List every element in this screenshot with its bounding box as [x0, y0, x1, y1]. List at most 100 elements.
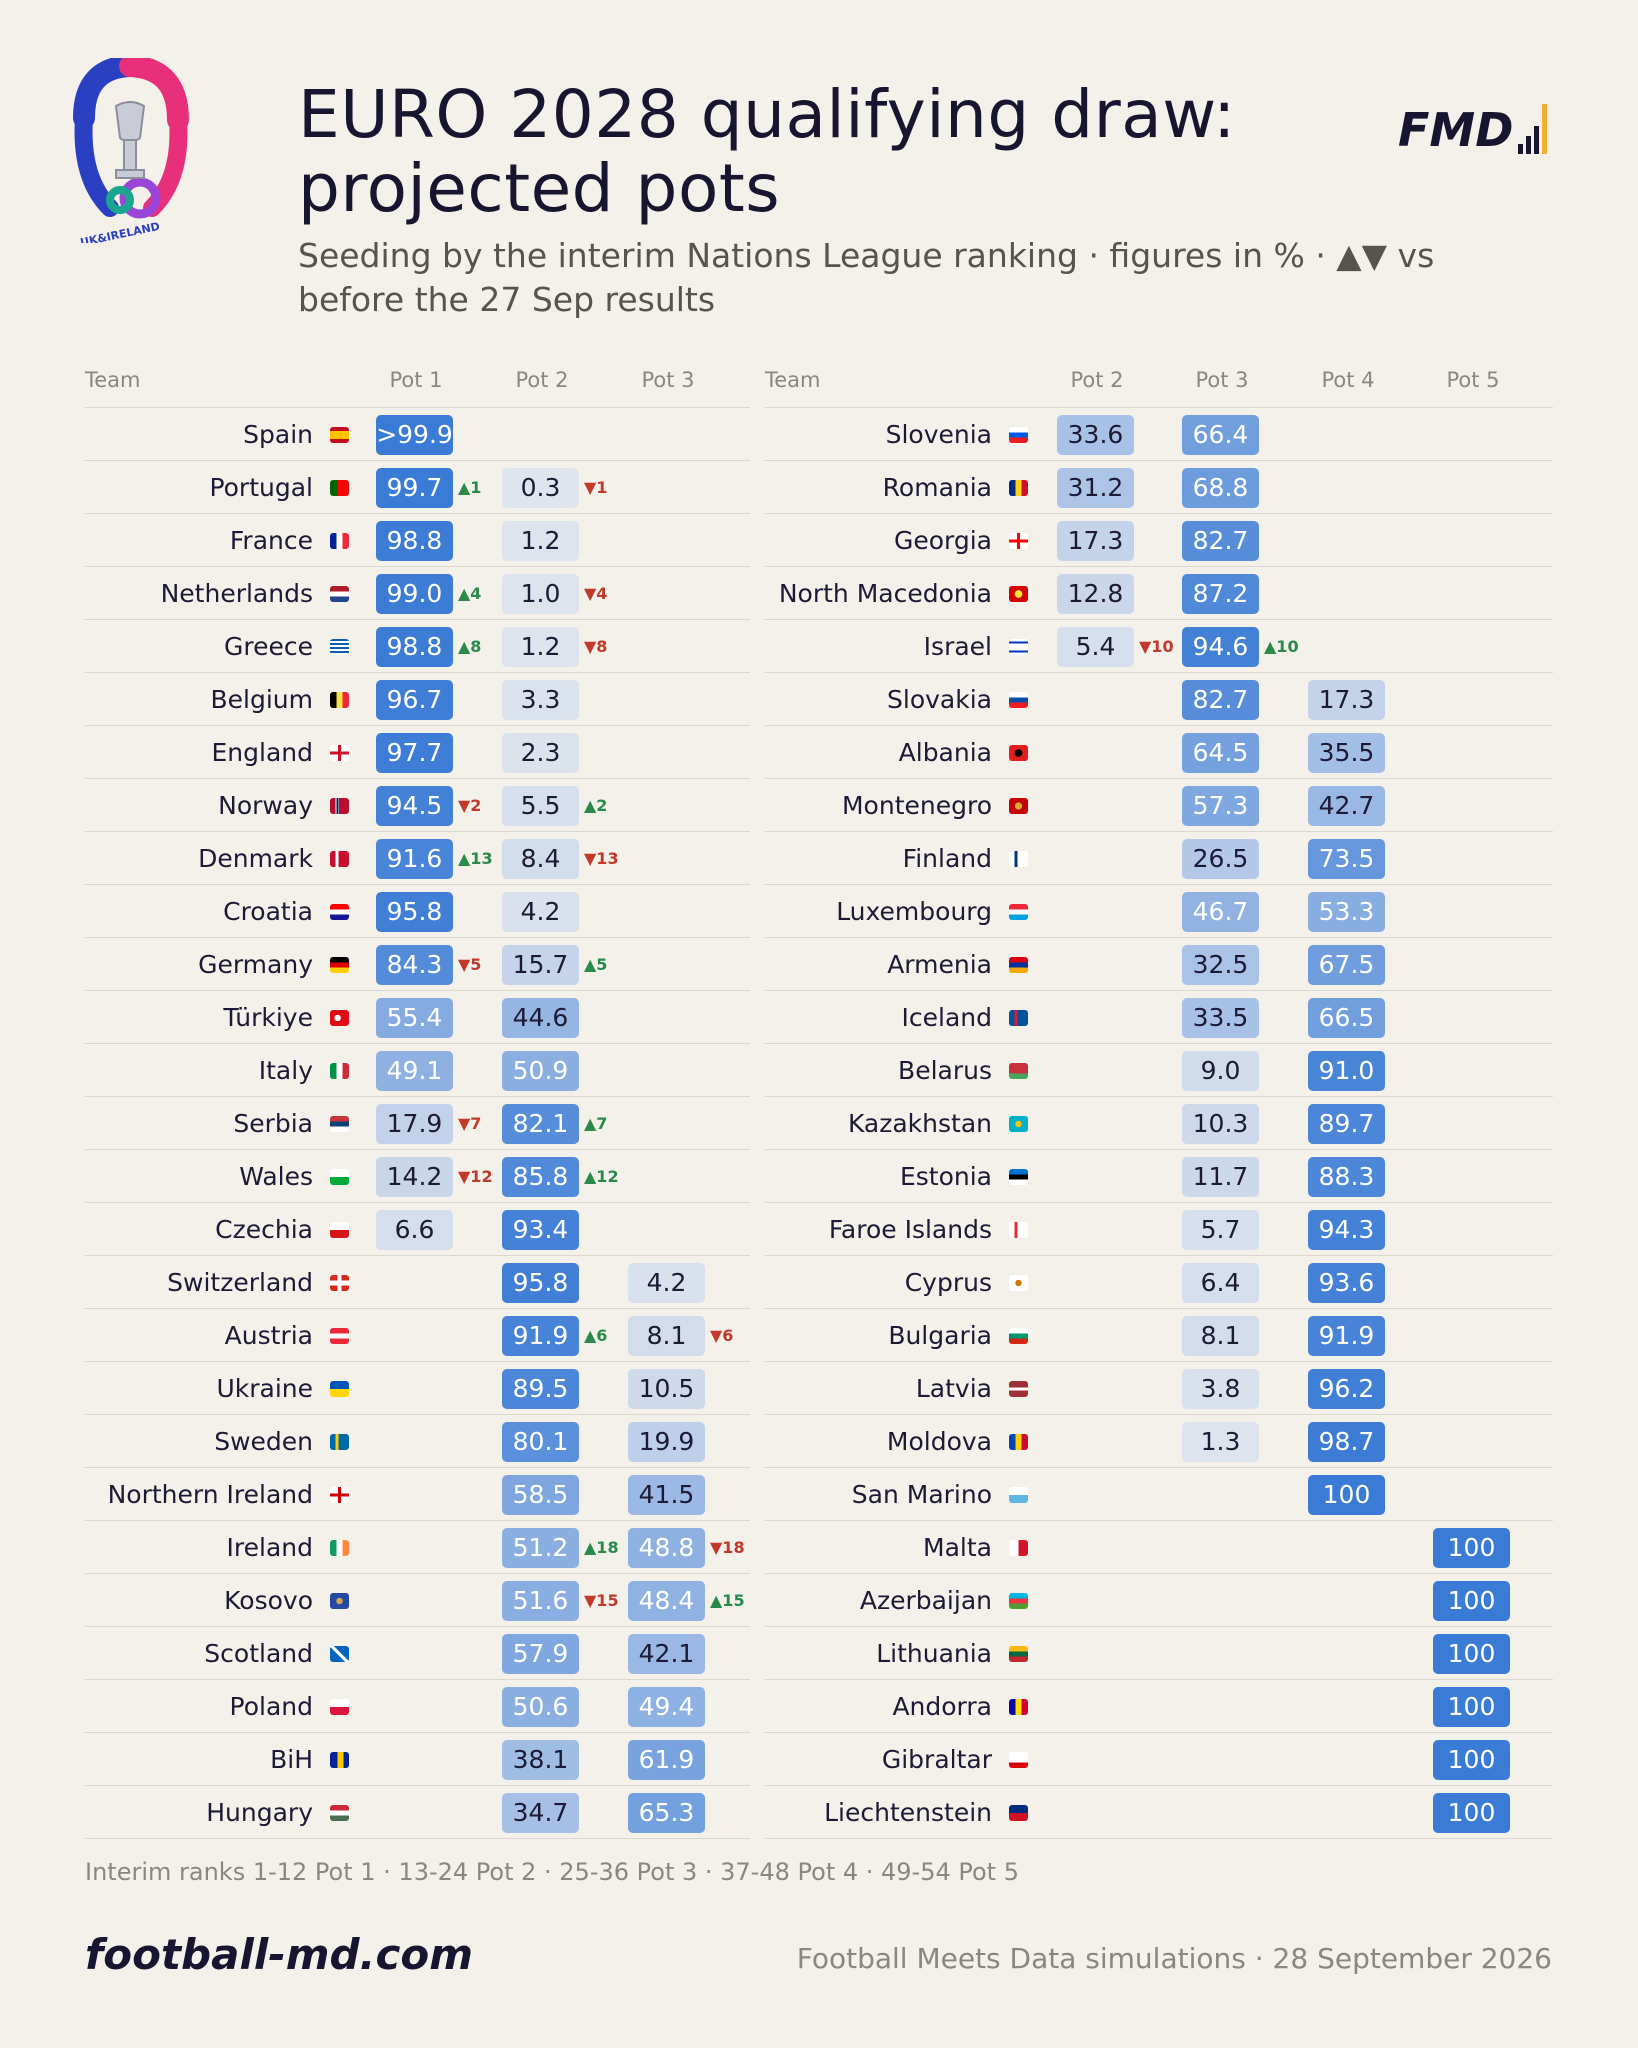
- table-row: Netherlands 99.0 ▲4 1.0 ▼4: [85, 567, 750, 620]
- pot-pot-5-value: 100: [1433, 1793, 1510, 1833]
- table-row: Ukraine 89.5 10.5: [85, 1362, 750, 1415]
- table-row: Georgia 17.3 82.7: [765, 514, 1553, 567]
- fmd-bar-1: [1518, 144, 1523, 154]
- table-row: Croatia 95.8 4.2: [85, 885, 750, 938]
- change-down-badge: ▼15: [584, 1591, 619, 1610]
- table-row: Liechtenstein 100: [765, 1786, 1553, 1839]
- pot-pot-2-value: 1.0: [502, 574, 579, 614]
- pot-pot-3-value: 49.4: [628, 1687, 705, 1727]
- site-url[interactable]: football-md.com: [85, 1930, 473, 1979]
- team-name: Kosovo: [224, 1586, 313, 1615]
- team-name: Belarus: [898, 1056, 992, 1085]
- team-name: Netherlands: [160, 579, 313, 608]
- pot-pot-4-value: 88.3: [1308, 1157, 1385, 1197]
- team-name: North Macedonia: [778, 579, 992, 608]
- table-row: Kazakhstan 10.3 89.7: [765, 1097, 1553, 1150]
- table-row: Iceland 33.5 66.5: [765, 991, 1553, 1044]
- pot-pot-4-value: 73.5: [1308, 839, 1385, 879]
- table-row: Portugal 99.7 ▲1 0.3 ▼1: [85, 461, 750, 514]
- table-row: San Marino 100: [765, 1468, 1553, 1521]
- pot-pot-2-value: 50.6: [502, 1687, 579, 1727]
- pot-pot-2-value: 5.4: [1057, 627, 1134, 667]
- pot-pot-2-value: 1.2: [502, 521, 579, 561]
- fmd-bar-3: [1534, 126, 1539, 154]
- team-name: Kazakhstan: [847, 1109, 992, 1138]
- pot-pot-1-value: 6.6: [376, 1210, 453, 1250]
- pot-pot-1-value: 84.3: [376, 945, 453, 985]
- change-down-badge: ▼1: [584, 478, 608, 497]
- pot-pot-2-value: 31.2: [1057, 468, 1134, 508]
- table-row: Slovenia 33.6 66.4: [765, 408, 1553, 461]
- team-name: Ukraine: [216, 1374, 313, 1403]
- table-row: Cyprus 6.4 93.6: [765, 1256, 1553, 1309]
- team-name: Hungary: [206, 1798, 313, 1827]
- subtitle: Seeding by the interim Nations League ra…: [298, 234, 1498, 322]
- flag-montenegro-icon: [1009, 798, 1028, 814]
- left-col-header-team: Team: [85, 368, 141, 392]
- pot-pot-1-value: 98.8: [376, 521, 453, 561]
- pot-pot-2-value: 8.4: [502, 839, 579, 879]
- table-row: Andorra 100: [765, 1680, 1553, 1733]
- change-down-badge: ▼18: [710, 1538, 745, 1557]
- pot-pot-2-value: 57.9: [502, 1634, 579, 1674]
- table-row: Scotland 57.9 42.1: [85, 1627, 750, 1680]
- table-row: Romania 31.2 68.8: [765, 461, 1553, 514]
- flag-romania-icon: [1009, 480, 1028, 496]
- pot-pot-1-value: 49.1: [376, 1051, 453, 1091]
- pot-pot-3-value: 26.5: [1182, 839, 1259, 879]
- title-line-2: projected pots: [298, 150, 781, 227]
- change-down-badge: ▼5: [458, 955, 482, 974]
- flag-slovenia-icon: [1009, 427, 1028, 443]
- pot-pot-2-value: 34.7: [502, 1793, 579, 1833]
- pot-pot-2-value: 0.3: [502, 468, 579, 508]
- team-name: Türkiye: [223, 1003, 313, 1032]
- pot-pot-3-value: 82.7: [1182, 680, 1259, 720]
- table-row: Denmark 91.6 ▲13 8.4 ▼13: [85, 832, 750, 885]
- team-name: Moldova: [886, 1427, 992, 1456]
- team-name: Northern Ireland: [107, 1480, 313, 1509]
- change-up-badge: ▲4: [458, 584, 482, 603]
- table-row: Poland 50.6 49.4: [85, 1680, 750, 1733]
- pot-pot-2-value: 12.8: [1057, 574, 1134, 614]
- team-name: Iceland: [901, 1003, 992, 1032]
- flag-san-marino-icon: [1009, 1487, 1028, 1503]
- change-down-badge: ▼10: [1139, 637, 1174, 656]
- table-row: Luxembourg 46.7 53.3: [765, 885, 1553, 938]
- flag-finland-icon: [1009, 851, 1028, 867]
- team-name: BiH: [270, 1745, 313, 1774]
- change-down-badge: ▼7: [458, 1114, 482, 1133]
- pot-pot-4-value: 67.5: [1308, 945, 1385, 985]
- flag-poland-icon: [330, 1699, 349, 1715]
- pot-pot-5-value: 100: [1433, 1687, 1510, 1727]
- pot-pot-3-value: 5.7: [1182, 1210, 1259, 1250]
- change-up-badge: ▲7: [584, 1114, 608, 1133]
- team-name: Romania: [882, 473, 992, 502]
- pot-pot-2-value: 51.6: [502, 1581, 579, 1621]
- table-row: Gibraltar 100: [765, 1733, 1553, 1786]
- pot-pot-2-value: 44.6: [502, 998, 579, 1038]
- team-name: Wales: [239, 1162, 313, 1191]
- change-down-badge: ▼13: [584, 849, 619, 868]
- title-line-1: EURO 2028 qualifying draw:: [298, 76, 1236, 153]
- pot-pot-4-value: 91.0: [1308, 1051, 1385, 1091]
- flag-moldova-icon: [1009, 1434, 1028, 1450]
- table-row: Wales 14.2 ▼12 85.8 ▲12: [85, 1150, 750, 1203]
- table-row: Czechia 6.6 93.4: [85, 1203, 750, 1256]
- flag-switzerland-icon: [330, 1275, 349, 1291]
- change-up-badge: ▲5: [584, 955, 608, 974]
- flag-greece-icon: [330, 639, 349, 655]
- left-table-header: Team Pot 1 Pot 2 Pot 3: [85, 356, 750, 408]
- right-table-header: Team Pot 2 Pot 3 Pot 4 Pot 5: [765, 356, 1553, 408]
- fmd-bar-2: [1526, 136, 1531, 154]
- pot-pot-4-value: 93.6: [1308, 1263, 1385, 1303]
- pot-pot-3-value: 48.8: [628, 1528, 705, 1568]
- flag-gibraltar-icon: [1009, 1752, 1028, 1768]
- team-name: Poland: [229, 1692, 313, 1721]
- pot-pot-2-value: 3.3: [502, 680, 579, 720]
- left-col-header-pot-2: Pot 2: [515, 368, 569, 392]
- flag-turkiye-icon: [330, 1010, 349, 1026]
- flag-france-icon: [330, 533, 349, 549]
- table-row: Serbia 17.9 ▼7 82.1 ▲7: [85, 1097, 750, 1150]
- pot-pot-3-value: 4.2: [628, 1263, 705, 1303]
- flag-kazakhstan-icon: [1009, 1116, 1028, 1132]
